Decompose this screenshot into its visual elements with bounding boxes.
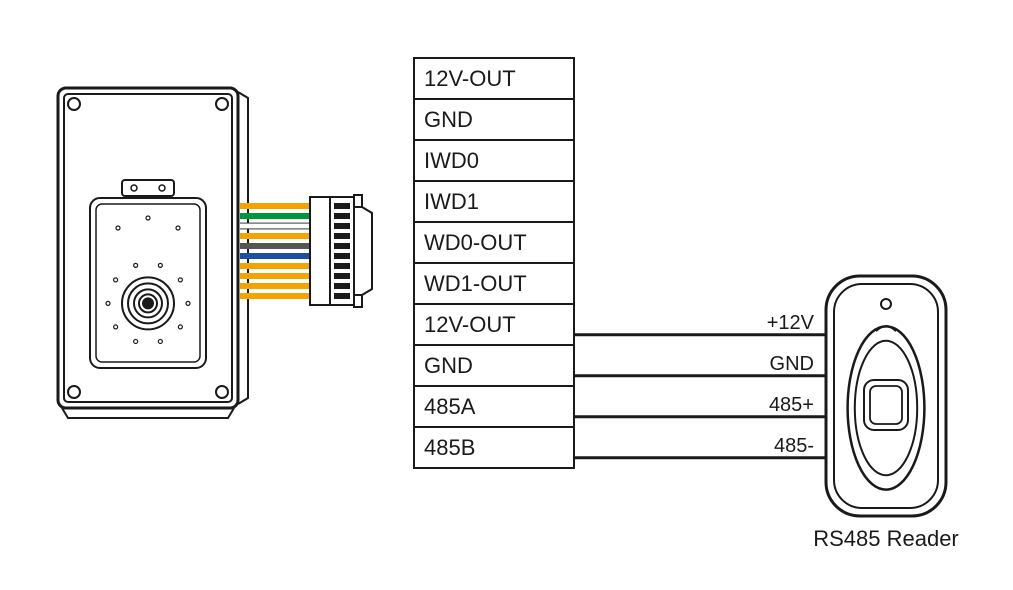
terminal-label: IWD0 [424,148,479,173]
connector-pin [334,203,350,209]
controller-device [58,88,248,418]
rs485-reader: RS485 Reader [813,276,959,551]
screw-hole [216,386,228,398]
connector-pin [334,243,350,249]
connector-pin [334,233,350,239]
terminal-label: GND [424,353,473,378]
connection-label: +12V [767,312,815,334]
terminal-label: 485A [424,394,476,419]
terminal-label: 12V-OUT [424,66,516,91]
connector-pin [334,293,350,299]
connection-label: GND [770,353,814,375]
connection-label: 485+ [769,394,814,416]
terminal-label: GND [424,107,473,132]
terminal-label: 485B [424,435,475,460]
connector-pin [334,213,350,219]
connector-pin [334,253,350,259]
terminal-label: WD0-OUT [424,230,527,255]
terminal-label: WD1-OUT [424,271,527,296]
ribbon-connector [310,197,330,305]
terminal-label: 12V-OUT [424,312,516,337]
reader-connections: +12V GND 485+ 485- [574,312,826,458]
connection-label: 485- [774,435,814,457]
screw-hole [216,98,228,110]
reader-caption: RS485 Reader [813,526,959,551]
connector-pin [334,223,350,229]
terminal-table: 12V-OUT GND IWD0 IWD1 WD0-OUT WD1-OUT 12V-OUT G… [414,58,574,468]
connector-pin [334,263,350,269]
screw-hole [68,98,80,110]
screw-hole [68,386,80,398]
terminal-label: IWD1 [424,189,479,214]
ribbon-cable [240,195,372,307]
connector-pin [334,283,350,289]
connector-pin [334,273,350,279]
